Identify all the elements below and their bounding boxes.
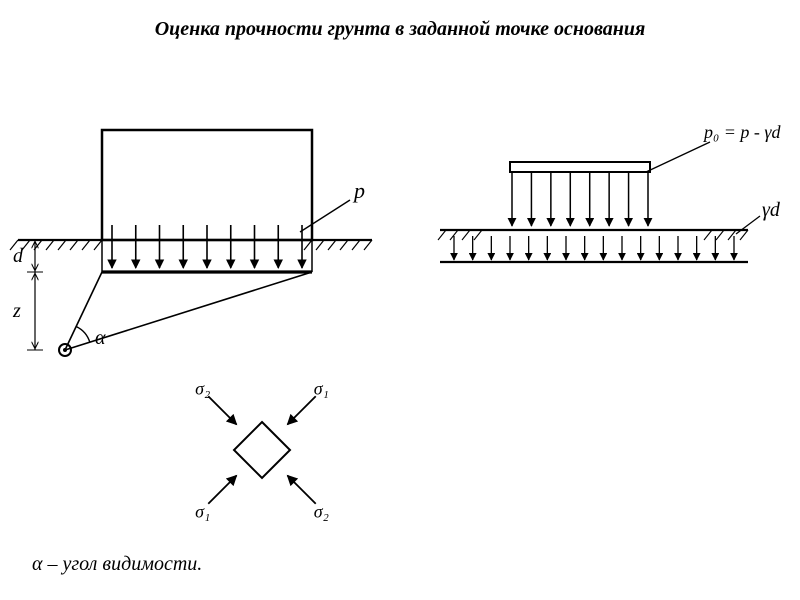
svg-text:d: d xyxy=(13,245,24,267)
svg-text:p₀ = p - γd: p₀ = p - γd xyxy=(702,122,781,142)
svg-text:γd: γd xyxy=(762,199,781,221)
footnote: α – угол видимости. xyxy=(32,553,202,576)
svg-text:p: p xyxy=(352,178,365,203)
svg-text:σ₁: σ₁ xyxy=(314,378,329,398)
page-title: Оценка прочности грунта в заданной точке… xyxy=(0,18,800,41)
diagram-svg: p d z α p₀ = p - γd γd σ₁ σ₂ σ₁ σ₂ xyxy=(0,120,800,540)
svg-text:σ₂: σ₂ xyxy=(314,502,329,522)
svg-text:σ₁: σ₁ xyxy=(195,502,210,522)
diagram-container: p d z α p₀ = p - γd γd σ₁ σ₂ σ₁ σ₂ xyxy=(0,120,800,540)
svg-text:σ₂: σ₂ xyxy=(195,378,210,398)
svg-text:z: z xyxy=(12,300,21,322)
svg-text:α: α xyxy=(95,327,106,349)
